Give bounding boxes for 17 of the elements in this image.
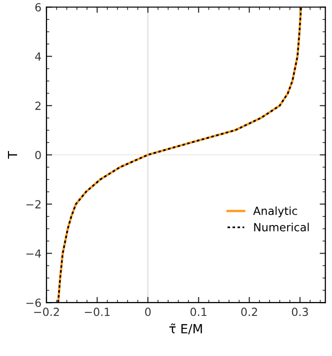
x-tick-label: 0.1 — [190, 308, 206, 316]
x-tick-label: −0.2 — [34, 308, 59, 316]
x-tick-label: 0.3 — [292, 308, 308, 316]
x-tick-label: −0.1 — [84, 308, 110, 316]
x-tick-label: 0 — [145, 308, 151, 316]
y-tick-label: 0 — [35, 150, 41, 160]
y-tick-label: 2 — [35, 102, 41, 110]
y-tick-label: −2 — [26, 200, 41, 208]
legend-label: Analytic — [253, 206, 298, 218]
legend-label: Numerical — [254, 222, 309, 232]
y-tick-label: −6 — [26, 298, 41, 307]
y-tick-label: −4 — [26, 249, 41, 258]
y-tick-label: 6 — [35, 3, 41, 12]
y-axis-title: T — [8, 151, 18, 159]
x-tick-label: 0.2 — [241, 308, 258, 316]
y-tick-label: 4 — [35, 52, 41, 61]
x-axis-title: τ̃ E/M — [169, 324, 202, 334]
